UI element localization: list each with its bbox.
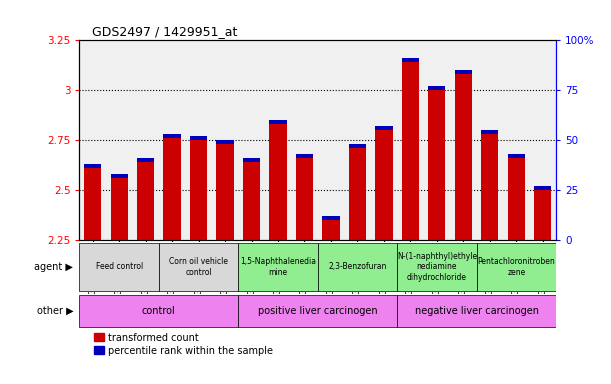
Bar — [534, 186, 551, 190]
Text: N-(1-naphthyl)ethyle
nediamine
dihydrochloride: N-(1-naphthyl)ethyle nediamine dihydroch… — [397, 252, 477, 282]
Text: positive liver carcinogen: positive liver carcinogen — [258, 306, 378, 316]
Bar — [508, 158, 525, 240]
Bar — [323, 220, 340, 240]
Bar — [84, 164, 101, 168]
Bar — [455, 74, 472, 240]
Text: Feed control: Feed control — [95, 262, 143, 271]
Bar — [428, 86, 445, 90]
Text: 2,3-Benzofuran: 2,3-Benzofuran — [328, 262, 387, 271]
Bar — [164, 138, 181, 240]
Bar — [269, 124, 287, 240]
Bar — [397, 296, 556, 326]
Bar — [455, 70, 472, 74]
Bar — [318, 243, 397, 291]
Bar — [296, 158, 313, 240]
Bar — [216, 144, 233, 240]
Bar — [238, 243, 318, 291]
Text: GDS2497 / 1429951_at: GDS2497 / 1429951_at — [92, 25, 237, 38]
Bar — [477, 243, 556, 291]
Bar — [375, 126, 392, 130]
Text: agent ▶: agent ▶ — [34, 262, 73, 272]
Bar — [481, 130, 499, 134]
Bar — [216, 140, 233, 144]
Bar — [323, 216, 340, 220]
Bar — [79, 243, 159, 291]
Bar — [243, 158, 260, 162]
Text: Corn oil vehicle
control: Corn oil vehicle control — [169, 257, 228, 276]
Bar — [402, 62, 419, 240]
Bar — [534, 190, 551, 240]
Bar — [111, 174, 128, 178]
Text: control: control — [142, 306, 176, 316]
Bar — [79, 296, 238, 326]
Bar — [137, 162, 154, 240]
Bar — [190, 140, 207, 240]
Bar — [349, 144, 366, 148]
Bar — [296, 154, 313, 158]
Bar — [402, 58, 419, 62]
Text: other ▶: other ▶ — [37, 306, 73, 316]
Legend: transformed count, percentile rank within the sample: transformed count, percentile rank withi… — [94, 333, 273, 356]
Text: negative liver carcinogen: negative liver carcinogen — [415, 306, 538, 316]
Bar — [190, 136, 207, 140]
Bar — [397, 243, 477, 291]
Bar — [481, 134, 499, 240]
Bar — [243, 162, 260, 240]
Bar — [137, 158, 154, 162]
Bar — [508, 154, 525, 158]
Bar — [159, 243, 238, 291]
Bar — [375, 130, 392, 240]
Bar — [428, 90, 445, 240]
Text: 1,5-Naphthalenedia
mine: 1,5-Naphthalenedia mine — [240, 257, 316, 276]
Bar — [238, 296, 397, 326]
Bar — [269, 120, 287, 124]
Bar — [349, 148, 366, 240]
Text: Pentachloronitroben
zene: Pentachloronitroben zene — [477, 257, 555, 276]
Bar — [164, 134, 181, 138]
Bar — [84, 168, 101, 240]
Bar — [111, 178, 128, 240]
